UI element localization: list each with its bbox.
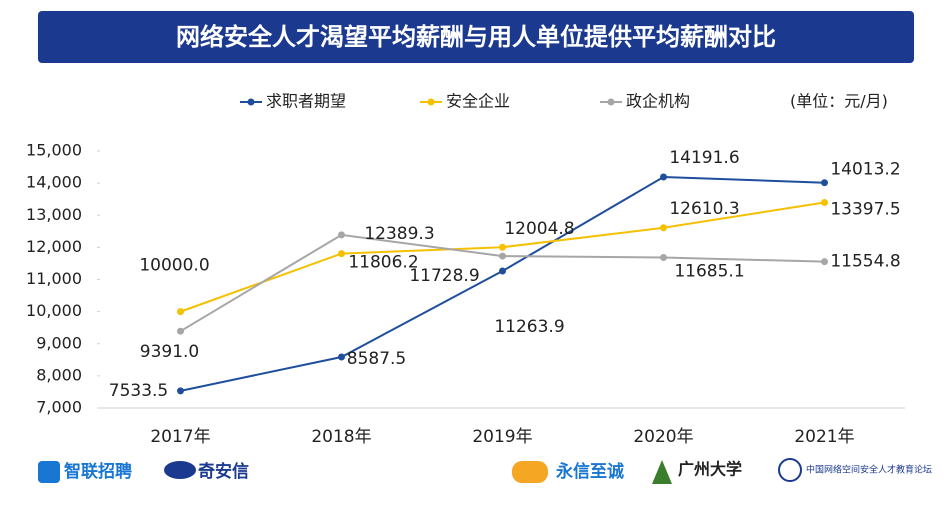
logo-text: 永信至诚: [555, 461, 624, 482]
y-tick-label: 11,000: [26, 269, 82, 288]
data-point: [338, 353, 345, 361]
data-point: [660, 173, 667, 181]
data-point: [821, 198, 828, 206]
logo-icon: [164, 461, 196, 479]
data-point: [177, 308, 184, 316]
title-banner: [38, 11, 914, 63]
logo-icon: [652, 460, 672, 484]
data-point: [499, 243, 506, 251]
legend-marker: [247, 98, 255, 106]
data-point: [821, 258, 828, 266]
data-label: 9391.0: [140, 342, 199, 362]
logo-icon: [38, 461, 60, 483]
data-point: [338, 250, 345, 258]
legend-marker: [427, 98, 435, 106]
logo-icon: [512, 461, 548, 483]
y-tick-label: 7,000: [36, 398, 82, 417]
data-point: [338, 231, 345, 239]
data-label: 14191.6: [669, 148, 739, 168]
logo-text: 奇安信: [198, 461, 249, 482]
data-label: 11728.9: [409, 266, 479, 286]
data-label: 12610.3: [669, 199, 739, 219]
x-tick-label: 2019年: [472, 427, 532, 447]
x-tick-label: 2018年: [311, 427, 371, 447]
y-tick-label: 10,000: [26, 301, 82, 320]
chart-title: 网络安全人才渴望平均薪酬与用人单位提供平均薪酬对比: [176, 23, 776, 51]
data-label: 12389.3: [364, 224, 434, 244]
data-label: 11554.8: [830, 252, 900, 272]
footer: 智联招聘 奇安信 永信至诚 广州大学 中国网络空间安全人才教育论坛: [38, 458, 932, 484]
data-point: [177, 387, 184, 395]
legend-label: 政企机构: [626, 92, 690, 111]
data-point: [660, 224, 667, 232]
data-point: [821, 179, 828, 187]
data-label: 7533.5: [109, 381, 168, 401]
data-label: 8587.5: [347, 349, 406, 369]
data-label: 11263.9: [494, 317, 564, 337]
x-tick-label: 2020年: [633, 427, 693, 447]
data-label: 12004.8: [504, 219, 574, 239]
y-tick-label: 9,000: [36, 333, 82, 352]
logo-text: 中国网络空间安全人才教育论坛: [806, 464, 932, 476]
data-label: 14013.2: [830, 160, 900, 180]
data-label: 10000.0: [139, 256, 209, 276]
data-point: [499, 252, 506, 260]
x-tick-label: 2017年: [150, 427, 210, 447]
legend-marker: [607, 98, 615, 106]
y-tick-label: 12,000: [26, 237, 82, 256]
logo-text: 广州大学: [678, 460, 742, 479]
y-tick-label: 8,000: [36, 365, 82, 384]
x-tick-label: 2021年: [794, 427, 854, 447]
logo-text: 智联招聘: [64, 461, 132, 482]
data-label: 13397.5: [830, 199, 900, 219]
data-point: [660, 253, 667, 261]
unit-label: (单位：元/月): [790, 92, 888, 111]
legend-label: 求职者期望: [266, 92, 346, 111]
logo-icon: [778, 458, 802, 482]
data-label: 11685.1: [674, 261, 744, 281]
y-tick-label: 13,000: [26, 205, 82, 224]
y-tick-label: 14,000: [26, 173, 82, 192]
y-tick-label: 15,000: [26, 141, 82, 160]
data-label: 11806.2: [348, 253, 418, 273]
data-point: [499, 267, 506, 275]
data-point: [177, 327, 184, 335]
legend-label: 安全企业: [446, 92, 510, 111]
